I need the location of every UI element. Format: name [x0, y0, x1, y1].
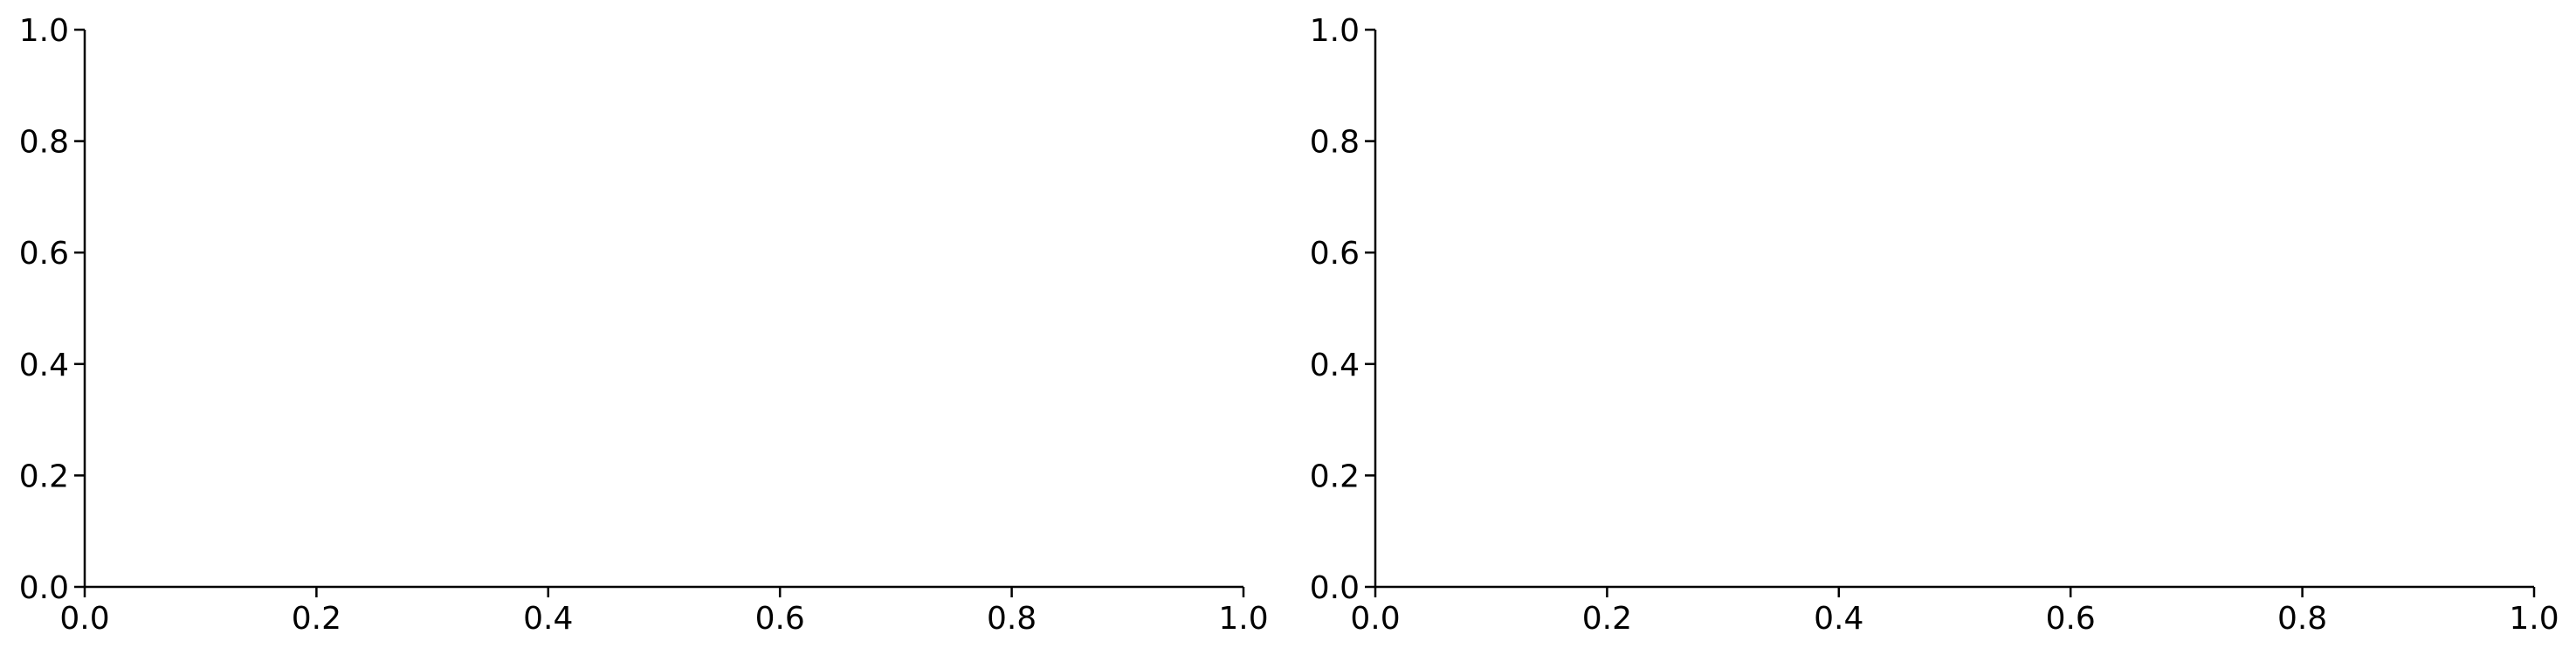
- y-tick-label: 0.6: [19, 236, 69, 272]
- x-tick-label: 0.0: [1350, 601, 1400, 637]
- y-tick-label: 0.0: [1310, 570, 1360, 606]
- x-tick-label: 0.4: [1814, 601, 1863, 637]
- x-tick-label: 0.8: [2277, 601, 2327, 637]
- subplot-right: 0.0 0.2 0.4 0.6 0.8 1.0 0.0 0.2 0.4 0.6 0.8 1.0: [1310, 13, 2559, 637]
- x-tick-label: 0.6: [755, 601, 805, 637]
- x-tick-label: 0.2: [292, 601, 341, 637]
- x-tick-label: 0.8: [987, 601, 1037, 637]
- y-tick-label: 0.8: [1310, 125, 1360, 161]
- y-tick-label: 0.4: [1310, 348, 1360, 383]
- y-tick-label: 0.8: [19, 125, 69, 161]
- x-tick-label: 0.6: [2046, 601, 2096, 637]
- y-tick-label: 0.2: [19, 458, 69, 494]
- x-tick-label: 0.4: [523, 601, 573, 637]
- x-tick-label: 1.0: [1218, 601, 1268, 637]
- x-tick-label: 1.0: [2509, 601, 2559, 637]
- y-tick-label: 0.2: [1310, 458, 1360, 494]
- y-tick-label: 0.4: [19, 348, 69, 383]
- x-tick-label: 0.2: [1582, 601, 1632, 637]
- y-tick-label: 0.6: [1310, 236, 1360, 272]
- subplot-left: 0.0 0.2 0.4 0.6 0.8 1.0 0.0 0.2 0.4 0.6 0.8 1.0: [19, 13, 1269, 637]
- y-tick-label: 1.0: [19, 13, 69, 49]
- x-tick-label: 0.0: [59, 601, 109, 637]
- y-tick-label: 0.0: [19, 570, 69, 606]
- y-tick-label: 1.0: [1310, 13, 1360, 49]
